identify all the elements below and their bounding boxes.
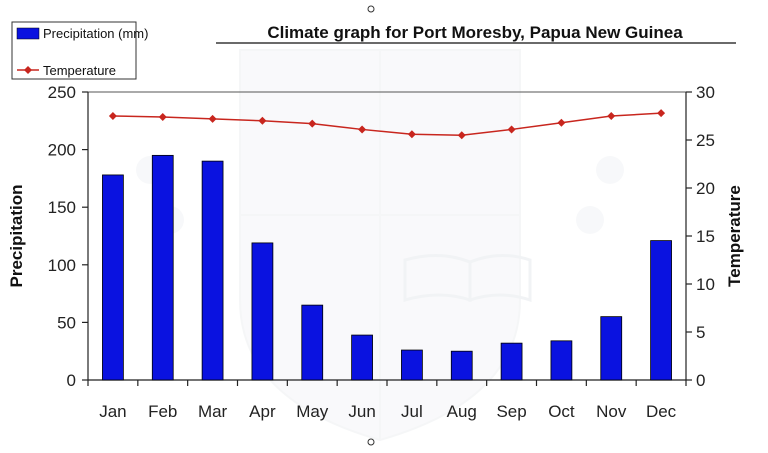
- legend-label-precipitation: Precipitation (mm): [43, 26, 148, 41]
- bar-precipitation-oct: [550, 340, 573, 381]
- bar-precipitation-apr: [251, 242, 274, 381]
- x-tick-label: Sep: [496, 402, 526, 421]
- bar-precipitation-jun: [351, 334, 373, 381]
- bar-precipitation-may: [301, 304, 324, 381]
- temperature-point-may: [308, 119, 317, 128]
- temperature-point-apr: [258, 116, 267, 125]
- temperature-point-feb: [158, 112, 167, 121]
- bar-precipitation-feb: [151, 154, 174, 381]
- x-tick-label: Nov: [596, 402, 627, 421]
- y-tick-label: 50: [57, 313, 76, 332]
- y-tick-label: 150: [48, 198, 76, 217]
- legend: Precipitation (mm) Temperature: [11, 21, 148, 80]
- y2-tick-label: 10: [696, 275, 715, 294]
- temperature-line: [112, 112, 662, 136]
- chart-marks: 0 50 100 150 200 250 0 5 10 15 20 25 30 Jan Feb Mar Apr M…: [48, 83, 715, 421]
- y-tick-label: 100: [48, 256, 76, 275]
- bar-precipitation-mar: [201, 160, 224, 381]
- y-tick-label: 0: [67, 371, 76, 390]
- temperature-point-oct: [557, 118, 566, 127]
- top-handle: [367, 5, 375, 13]
- x-tick-label: Mar: [198, 402, 228, 421]
- temperature-point-jun: [358, 125, 367, 134]
- temperature-point-jan: [108, 112, 117, 120]
- y2-tick-label: 15: [696, 227, 715, 246]
- temperature-point-dec: [657, 109, 666, 118]
- bar-precipitation-aug: [450, 350, 473, 381]
- legend-label-temperature: Temperature: [43, 63, 116, 78]
- x-tick-label: Oct: [548, 402, 575, 421]
- y-tick-label: 250: [48, 83, 76, 102]
- legend-swatch-precipitation: [16, 27, 40, 40]
- x-tick-label: Aug: [447, 402, 477, 421]
- y2-axis-title: Temperature: [725, 185, 744, 287]
- x-tick-label: May: [296, 402, 329, 421]
- bar-precipitation-sep: [500, 342, 523, 381]
- bar-precipitation-jul: [401, 349, 423, 381]
- x-tick-label: Jul: [401, 402, 423, 421]
- x-tick-label: Apr: [249, 402, 276, 421]
- bar-precipitation-nov: [600, 316, 623, 381]
- y2-tick-label: 25: [696, 131, 715, 150]
- chart-title: Climate graph for Port Moresby, Papua Ne…: [267, 23, 683, 42]
- temperature-point-jul: [407, 130, 416, 139]
- legend-marker-temperature: [24, 66, 32, 74]
- x-tick-label: Feb: [148, 402, 177, 421]
- temperature-point-nov: [607, 112, 616, 120]
- y-axis-title: Precipitation: [7, 185, 26, 288]
- temperature-point-aug: [457, 131, 466, 140]
- bar-precipitation-jan: [102, 174, 124, 381]
- bar-precipitation-dec: [650, 240, 672, 381]
- temperature-point-sep: [507, 125, 516, 134]
- x-tick-label: Dec: [646, 402, 677, 421]
- y2-tick-label: 30: [696, 83, 715, 102]
- y-tick-label: 200: [48, 141, 76, 160]
- y2-tick-label: 0: [696, 371, 705, 390]
- bottom-handle: [367, 438, 375, 446]
- y2-tick-label: 5: [696, 323, 705, 342]
- x-tick-label: Jan: [99, 402, 126, 421]
- x-tick-label: Jun: [348, 402, 375, 421]
- y2-tick-label: 20: [696, 179, 715, 198]
- temperature-point-mar: [208, 114, 217, 123]
